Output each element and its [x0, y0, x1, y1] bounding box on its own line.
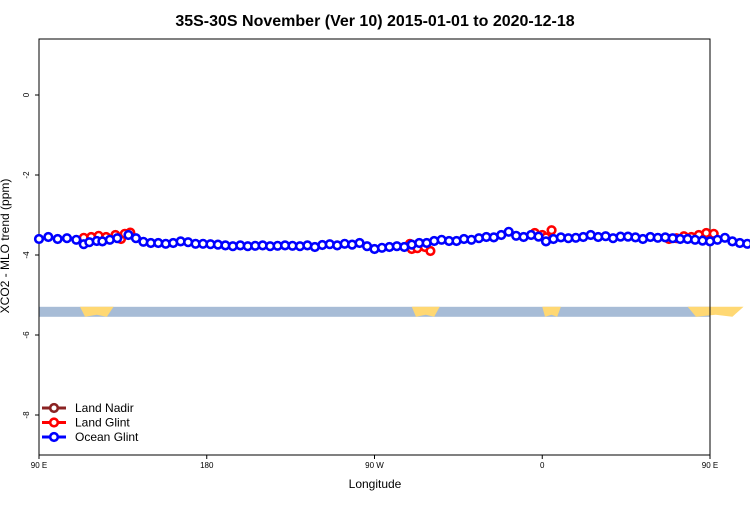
chart-title: 35S-30S November (Ver 10) 2015-01-01 to …	[175, 13, 574, 30]
data-point	[43, 231, 54, 243]
legend-marker	[48, 417, 60, 428]
x-axis-label: Longitude	[349, 477, 402, 491]
data-point	[33, 233, 45, 245]
land-mass	[687, 306, 744, 317]
data-point	[71, 234, 82, 245]
data-point	[503, 226, 514, 237]
data-point	[130, 233, 142, 244]
legend-label: Ocean Glint	[75, 430, 139, 444]
x-tick-label: 90 E	[31, 461, 47, 470]
x-tick-label: 90 E	[702, 461, 718, 470]
y-axis-label: XCO2 - MLO trend (ppm)	[0, 179, 12, 314]
ocean-band	[39, 306, 710, 317]
legend-label: Land Glint	[75, 416, 130, 430]
data-point	[61, 233, 73, 244]
data-point	[546, 225, 557, 236]
legend-marker	[48, 431, 60, 443]
x-tick-label: 180	[200, 461, 214, 470]
y-tick-label: 0	[22, 92, 31, 97]
y-tick-label: -8	[22, 411, 31, 419]
land-mass	[542, 306, 561, 317]
data-point	[112, 233, 123, 244]
y-tick-label: -4	[22, 251, 31, 259]
data-point	[719, 232, 731, 243]
x-tick-label: 0	[540, 461, 545, 470]
data-points	[33, 225, 750, 257]
y-tick-label: -6	[22, 331, 31, 339]
data-point	[533, 231, 544, 242]
land-ocean-band	[39, 306, 744, 317]
land-mass	[411, 306, 440, 317]
legend-label: Land Nadir	[75, 401, 134, 415]
data-point	[742, 238, 750, 249]
y-tick-label: -2	[22, 171, 31, 179]
x-tick-label: 90 W	[365, 461, 384, 470]
land-mass	[80, 306, 114, 317]
axes: 90 E 180 90 W 0 90 E 0 -2 -4 -6 -8	[22, 38, 718, 470]
legend-marker	[48, 402, 60, 414]
data-point	[425, 245, 436, 257]
data-point	[52, 233, 63, 245]
